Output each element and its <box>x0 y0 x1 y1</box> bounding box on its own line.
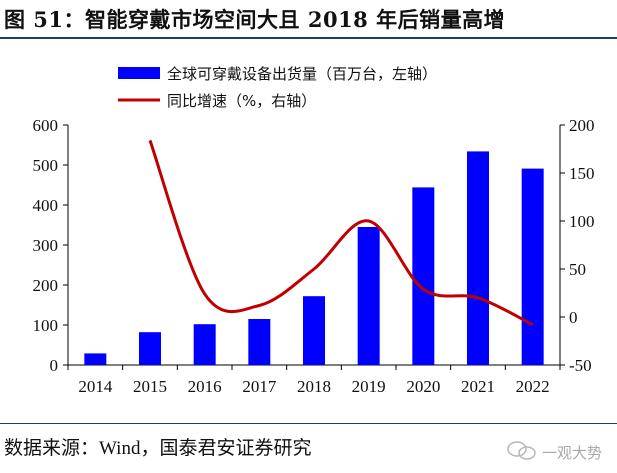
left-tick-label: 300 <box>33 236 59 255</box>
legend-label-shipments: 全球可穿戴设备出货量（百万台，左轴） <box>167 65 437 83</box>
x-tick-label: 2021 <box>461 377 495 396</box>
legend-swatch-bar <box>118 67 160 79</box>
bar-shipments-2019 <box>357 227 380 365</box>
right-tick-label: 0 <box>569 308 578 327</box>
bar-shipments-2018 <box>303 296 325 365</box>
bar-series <box>84 151 544 365</box>
bar-shipments-2016 <box>193 324 216 365</box>
left-tick-label: 500 <box>33 156 59 175</box>
source-note: 数据来源：Wind，国泰君安证券研究 <box>4 438 312 459</box>
x-tick-label: 2017 <box>242 377 277 396</box>
left-tick-label: 100 <box>33 316 59 335</box>
title-divider <box>0 37 617 39</box>
figure-title: 图 51：智能穿戴市场空间大且 2018 年后销量高增 <box>4 7 506 32</box>
left-tick-label: 400 <box>33 196 59 215</box>
bar-shipments-2022 <box>521 168 544 365</box>
x-tick-label: 2019 <box>352 377 386 396</box>
right-tick-label: 150 <box>569 164 595 183</box>
bar-shipments-2015 <box>139 332 161 365</box>
left-tick-label: 200 <box>33 276 59 295</box>
bar-shipments-2014 <box>84 353 107 365</box>
x-tick-label: 2016 <box>188 377 222 396</box>
legend: 全球可穿戴设备出货量（百万台，左轴） 同比增速（%，右轴） <box>118 65 437 110</box>
footer-divider <box>0 423 617 424</box>
bar-shipments-2017 <box>248 319 271 365</box>
x-tick-label: 2020 <box>406 377 440 396</box>
figure-title-bar: 图 51：智能穿戴市场空间大且 2018 年后销量高增 <box>0 0 617 40</box>
x-tick-label: 2022 <box>516 377 550 396</box>
right-tick-label: 200 <box>569 116 595 135</box>
bar-shipments-2021 <box>467 151 489 365</box>
bar-shipments-2020 <box>412 187 435 365</box>
tick-labels: 0 100 200 300 400 500 600 -50 0 50 100 150 200 2014 20… <box>33 116 595 396</box>
chart: 全球可穿戴设备出货量（百万台，左轴） 同比增速（%，右轴） 0 100 200 300… <box>33 65 595 396</box>
x-tick-label: 2014 <box>78 377 113 396</box>
watermark-text: 一观大势 <box>542 444 603 462</box>
line-growth-rate <box>148 139 534 327</box>
right-tick-label: 100 <box>569 212 595 231</box>
x-tick-label: 2015 <box>133 377 167 396</box>
line-series <box>148 139 534 327</box>
right-tick-label: 50 <box>569 260 586 279</box>
watermark-logo <box>507 441 536 460</box>
right-tick-label: -50 <box>569 356 592 375</box>
left-tick-label: 0 <box>50 356 59 375</box>
watermark: 一观大势 <box>506 434 614 468</box>
legend-label-growth: 同比增速（%，右轴） <box>167 92 316 110</box>
x-tick-label: 2018 <box>297 377 331 396</box>
left-tick-label: 600 <box>33 116 59 135</box>
